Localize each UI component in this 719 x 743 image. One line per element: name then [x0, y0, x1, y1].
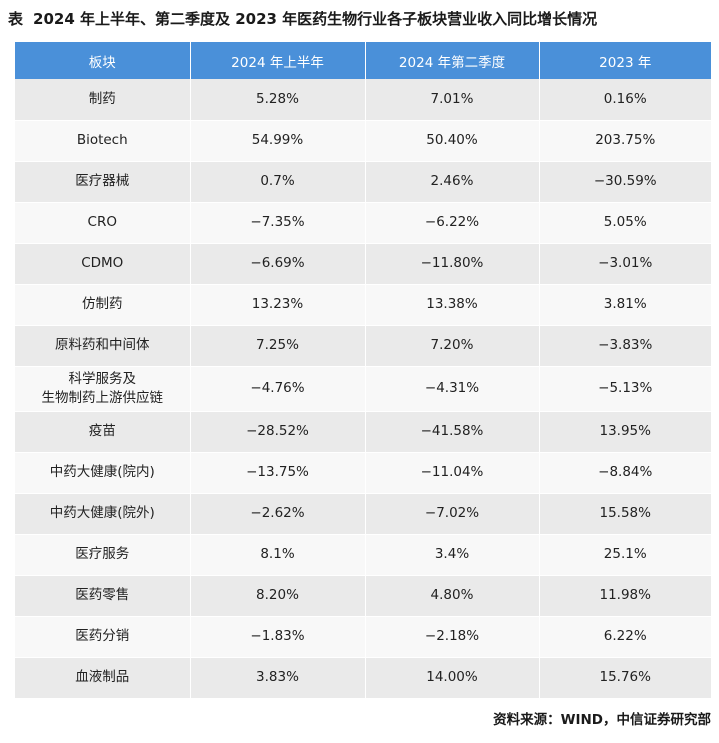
sector-cell: 医疗器械	[15, 161, 191, 203]
sector-cell: CRO	[15, 202, 191, 244]
table-row: 血液制品 3.83% 14.00% 15.76%	[15, 657, 711, 699]
table-row: 医药分销 −1.83% −2.18% 6.22%	[15, 616, 711, 658]
source-note: 资料来源：WIND，中信证券研究部	[493, 712, 711, 728]
table-row: 科学服务及 生物制药上游供应链 −4.76% −4.31% −5.13%	[15, 366, 711, 412]
h1-2024-cell: 13.23%	[190, 284, 366, 326]
h1-2024-cell: −1.83%	[190, 616, 366, 658]
header-h1-2024: 2024 年上半年	[190, 42, 366, 79]
fy-2023-cell: 25.1%	[539, 534, 711, 576]
h1-2024-cell: 8.1%	[190, 534, 366, 576]
fy-2023-cell: −3.01%	[539, 243, 711, 285]
h1-2024-cell: 8.20%	[190, 575, 366, 617]
table-title-text: 2024 年上半年、第二季度及 2023 年医药生物行业各子板块营业收入同比增长…	[33, 10, 598, 28]
table-row: 仿制药 13.23% 13.38% 3.81%	[15, 284, 711, 326]
growth-table: 板块 2024 年上半年 2024 年第二季度 2023 年 制药 5.28% 7.…	[15, 42, 711, 699]
q2-2024-cell: −11.04%	[365, 452, 540, 494]
h1-2024-cell: 54.99%	[190, 120, 366, 162]
q2-2024-cell: 4.80%	[365, 575, 540, 617]
fy-2023-cell: 13.95%	[539, 411, 711, 453]
table-row: Biotech 54.99% 50.40% 203.75%	[15, 120, 711, 162]
sector-cell: 科学服务及 生物制药上游供应链	[15, 366, 191, 412]
q2-2024-cell: 7.01%	[365, 79, 540, 121]
sector-cell: 医药分销	[15, 616, 191, 658]
h1-2024-cell: −28.52%	[190, 411, 366, 453]
q2-2024-cell: −4.31%	[365, 366, 540, 412]
table-row: 疫苗 −28.52% −41.58% 13.95%	[15, 411, 711, 453]
header-fy-2023: 2023 年	[539, 42, 711, 79]
header-sector: 板块	[15, 42, 191, 79]
h1-2024-cell: −7.35%	[190, 202, 366, 244]
sector-cell: 仿制药	[15, 284, 191, 326]
table-row: CRO −7.35% −6.22% 5.05%	[15, 202, 711, 244]
q2-2024-cell: 2.46%	[365, 161, 540, 203]
h1-2024-cell: 0.7%	[190, 161, 366, 203]
sector-cell: 中药大健康(院外)	[15, 493, 191, 535]
sector-cell: 疫苗	[15, 411, 191, 453]
sector-cell: 血液制品	[15, 657, 191, 699]
sector-cell: 医药零售	[15, 575, 191, 617]
h1-2024-cell: 7.25%	[190, 325, 366, 367]
fy-2023-cell: −8.84%	[539, 452, 711, 494]
fy-2023-cell: −30.59%	[539, 161, 711, 203]
q2-2024-cell: 3.4%	[365, 534, 540, 576]
fy-2023-cell: 11.98%	[539, 575, 711, 617]
fy-2023-cell: −5.13%	[539, 366, 711, 412]
q2-2024-cell: −11.80%	[365, 243, 540, 285]
table-row: 中药大健康(院外) −2.62% −7.02% 15.58%	[15, 493, 711, 535]
fy-2023-cell: 6.22%	[539, 616, 711, 658]
sector-cell: Biotech	[15, 120, 191, 162]
header-row: 板块 2024 年上半年 2024 年第二季度 2023 年	[15, 42, 711, 79]
h1-2024-cell: −4.76%	[190, 366, 366, 412]
table-row: 医疗服务 8.1% 3.4% 25.1%	[15, 534, 711, 576]
q2-2024-cell: 7.20%	[365, 325, 540, 367]
table-row: CDMO −6.69% −11.80% −3.01%	[15, 243, 711, 285]
header-q2-2024: 2024 年第二季度	[365, 42, 540, 79]
sector-cell: 中药大健康(院内)	[15, 452, 191, 494]
sector-cell: CDMO	[15, 243, 191, 285]
table-row: 医疗器械 0.7% 2.46% −30.59%	[15, 161, 711, 203]
q2-2024-cell: 50.40%	[365, 120, 540, 162]
sector-cell: 制药	[15, 79, 191, 121]
q2-2024-cell: −7.02%	[365, 493, 540, 535]
fy-2023-cell: −3.83%	[539, 325, 711, 367]
fy-2023-cell: 15.76%	[539, 657, 711, 699]
fy-2023-cell: 3.81%	[539, 284, 711, 326]
h1-2024-cell: −6.69%	[190, 243, 366, 285]
table-title-prefix: 表	[8, 10, 24, 28]
h1-2024-cell: 3.83%	[190, 657, 366, 699]
q2-2024-cell: 14.00%	[365, 657, 540, 699]
q2-2024-cell: −41.58%	[365, 411, 540, 453]
sector-cell: 原料药和中间体	[15, 325, 191, 367]
h1-2024-cell: 5.28%	[190, 79, 366, 121]
table-body: 制药 5.28% 7.01% 0.16% Biotech 54.99% 50.40% 203.…	[15, 79, 711, 699]
table-title: 表 2024 年上半年、第二季度及 2023 年医药生物行业各子板块营业收入同比增…	[8, 6, 597, 32]
table-row: 医药零售 8.20% 4.80% 11.98%	[15, 575, 711, 617]
q2-2024-cell: 13.38%	[365, 284, 540, 326]
sector-cell: 医疗服务	[15, 534, 191, 576]
table-header: 板块 2024 年上半年 2024 年第二季度 2023 年	[15, 42, 711, 79]
table-row: 中药大健康(院内) −13.75% −11.04% −8.84%	[15, 452, 711, 494]
table-row: 原料药和中间体 7.25% 7.20% −3.83%	[15, 325, 711, 367]
fy-2023-cell: 5.05%	[539, 202, 711, 244]
h1-2024-cell: −13.75%	[190, 452, 366, 494]
q2-2024-cell: −2.18%	[365, 616, 540, 658]
h1-2024-cell: −2.62%	[190, 493, 366, 535]
fy-2023-cell: 203.75%	[539, 120, 711, 162]
table-row: 制药 5.28% 7.01% 0.16%	[15, 79, 711, 121]
q2-2024-cell: −6.22%	[365, 202, 540, 244]
fy-2023-cell: 15.58%	[539, 493, 711, 535]
fy-2023-cell: 0.16%	[539, 79, 711, 121]
